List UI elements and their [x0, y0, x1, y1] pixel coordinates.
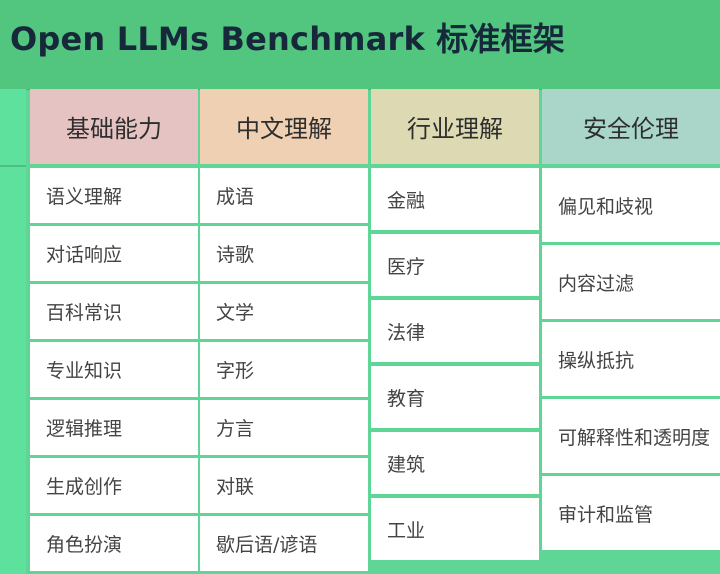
list-item: 文学 [200, 284, 368, 339]
list-item: 逻辑推理 [30, 400, 198, 455]
list-item: 歇后语/谚语 [200, 516, 368, 571]
left-strip [0, 89, 26, 574]
list-item: 教育 [371, 366, 539, 428]
list-item: 可解释性和透明度 [542, 399, 720, 473]
list-item: 诗歌 [200, 226, 368, 281]
list-item: 生成创作 [30, 458, 198, 513]
left-strip-divider [0, 165, 26, 167]
list-item: 内容过滤 [542, 245, 720, 319]
list-item: 成语 [200, 168, 368, 223]
column-header: 基础能力 [30, 89, 198, 164]
list-item: 法律 [371, 300, 539, 362]
list-item: 医疗 [371, 234, 539, 296]
list-item: 专业知识 [30, 342, 198, 397]
list-item: 百科常识 [30, 284, 198, 339]
header-bar: Open LLMs Benchmark 标准框架 [0, 0, 720, 90]
list-item: 工业 [371, 498, 539, 560]
list-item: 操纵抵抗 [542, 322, 720, 396]
list-item: 金融 [371, 168, 539, 230]
list-item: 字形 [200, 342, 368, 397]
list-item: 语义理解 [30, 168, 198, 223]
page-title: Open LLMs Benchmark 标准框架 [10, 20, 566, 58]
list-item: 方言 [200, 400, 368, 455]
column-header: 安全伦理 [542, 89, 720, 164]
list-item: 对话响应 [30, 226, 198, 281]
column-header: 中文理解 [200, 89, 368, 164]
list-item: 对联 [200, 458, 368, 513]
list-item: 建筑 [371, 432, 539, 494]
list-item: 偏见和歧视 [542, 168, 720, 242]
list-item: 角色扮演 [30, 516, 198, 571]
list-item: 审计和监管 [542, 476, 720, 550]
column-header: 行业理解 [371, 89, 539, 164]
